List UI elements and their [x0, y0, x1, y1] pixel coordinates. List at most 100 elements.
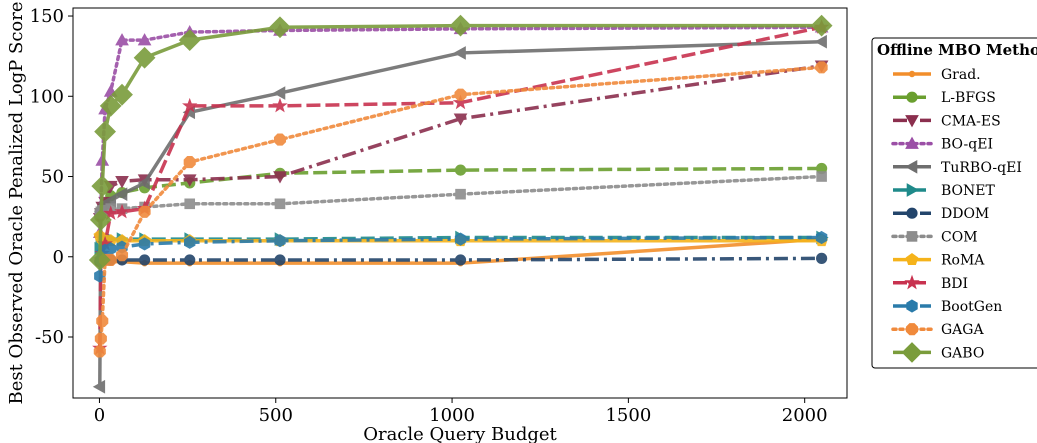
data-point: [184, 235, 196, 249]
data-point: [272, 97, 288, 113]
data-point: [178, 29, 201, 52]
data-point: [454, 232, 467, 246]
data-point: [91, 175, 114, 198]
legend-marker: [905, 323, 919, 336]
data-point: [133, 46, 156, 69]
series-gabo: [88, 14, 833, 271]
y-tick-label: 100: [30, 86, 64, 107]
x-tick-label: 1000: [429, 405, 475, 426]
data-point: [273, 171, 287, 184]
legend-item: GABO: [893, 342, 984, 363]
legend-label: L-BFGS: [941, 90, 996, 106]
data-point: [272, 86, 286, 100]
legend-label: Grad.: [941, 67, 981, 83]
legend-item: COM: [891, 229, 978, 245]
legend-item: CMA-ES: [893, 113, 1001, 129]
legend-label: BootGen: [941, 299, 1002, 315]
legend-item: BO-qEI: [891, 136, 993, 153]
series-line: [98, 23, 822, 261]
data-point: [137, 33, 152, 46]
data-point: [274, 254, 286, 266]
legend-item: L-BFGS: [893, 90, 996, 106]
series-cma-es: [92, 60, 829, 226]
legend-marker: [906, 299, 918, 313]
legend-marker: [906, 207, 918, 219]
data-point: [114, 187, 128, 202]
y-tick-label: 0: [53, 247, 64, 268]
legend-item: Grad.: [893, 67, 981, 83]
data-point: [452, 94, 469, 110]
data-point: [182, 97, 198, 113]
data-point: [810, 14, 833, 37]
x-axis-title: Oracle Query Budget: [363, 424, 557, 443]
legend-item: DDOM: [893, 206, 989, 222]
data-point: [138, 254, 151, 266]
legend-marker: [905, 115, 919, 128]
legend-label: TuRBO-qEI: [941, 160, 1022, 176]
legend-marker: [906, 183, 920, 197]
legend-marker: [904, 159, 918, 174]
data-point: [138, 205, 151, 218]
data-point: [138, 237, 151, 251]
data-point: [815, 61, 828, 74]
legend-label: BDI: [941, 276, 968, 292]
legend-marker: [908, 70, 916, 78]
data-point: [273, 133, 287, 146]
data-point: [274, 234, 286, 248]
data-point: [94, 120, 116, 143]
data-point: [92, 379, 106, 394]
data-point: [89, 208, 112, 231]
data-point: [115, 33, 129, 46]
x-tick-label: 2000: [782, 405, 828, 426]
plot-area: [88, 14, 833, 394]
legend-label: COM: [941, 229, 978, 245]
data-point: [184, 198, 196, 210]
legend-label: BONET: [941, 183, 995, 199]
series-gaga: [93, 61, 828, 358]
data-point: [454, 254, 467, 266]
data-point: [105, 242, 117, 256]
legend-box: [871, 37, 1037, 369]
legend: Offline MBO Method Grad. L-BFGS CMA-ES BO-q…: [871, 37, 1037, 369]
y-tick-label: -50: [35, 327, 64, 348]
data-point: [816, 171, 827, 182]
data-point: [455, 188, 466, 200]
legend-item: GAGA: [891, 322, 984, 338]
y-axis: -50 0 50 100 150: [30, 6, 73, 348]
x-axis: 0 500 1000 1500 2000: [94, 398, 828, 426]
data-point: [99, 94, 122, 117]
x-tick-label: 1500: [605, 405, 651, 426]
legend-item: BONET: [893, 183, 995, 199]
legend-label: CMA-ES: [941, 113, 1001, 129]
data-point: [454, 164, 467, 176]
legend-title: Offline MBO Method: [877, 41, 1037, 59]
data-point: [115, 176, 129, 189]
data-point: [453, 46, 466, 60]
legend-marker: [906, 91, 918, 103]
data-point: [114, 203, 130, 219]
legend-marker: [904, 274, 920, 290]
y-tick-label: 150: [30, 6, 64, 27]
legend-label: DDOM: [941, 206, 989, 222]
plot-frame: [72, 7, 848, 399]
data-point: [103, 205, 119, 220]
data-point: [183, 156, 196, 169]
data-point: [453, 113, 468, 126]
legend-label: GABO: [941, 345, 984, 361]
legend-item: RoMA: [893, 253, 985, 269]
series-line: [98, 25, 824, 235]
legend-marker: [901, 342, 923, 363]
data-point: [449, 14, 472, 37]
legend-label: GAGA: [941, 322, 984, 338]
data-point: [814, 34, 827, 49]
legend-marker: [906, 231, 918, 242]
data-point: [816, 252, 828, 264]
data-point: [184, 254, 196, 266]
legend-item: BootGen: [893, 299, 1002, 315]
data-point: [454, 88, 467, 101]
legend-item: BDI: [893, 274, 968, 292]
data-point: [815, 230, 828, 245]
series-bdi: [92, 19, 830, 355]
legend-marker: [905, 252, 919, 265]
